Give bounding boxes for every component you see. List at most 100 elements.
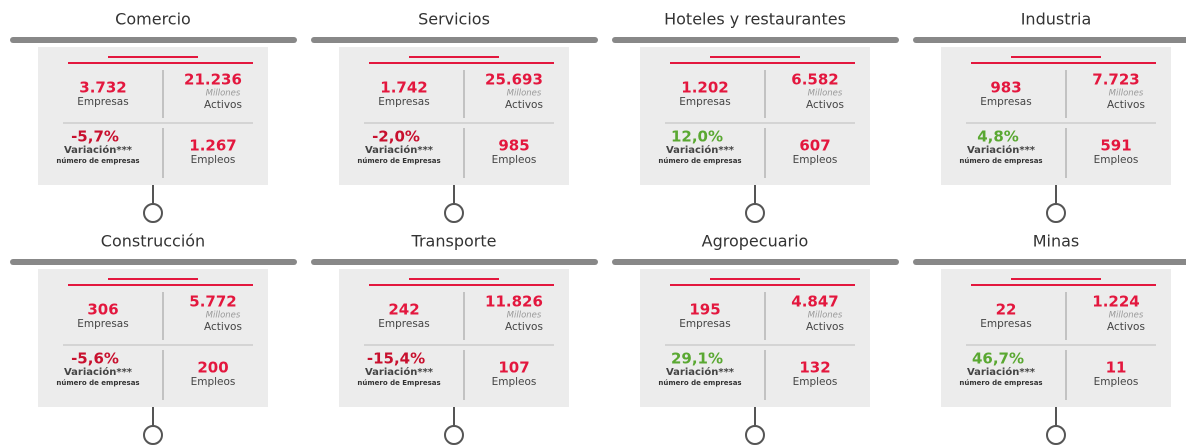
card-title: Hoteles y restaurantes <box>664 10 846 29</box>
connector-node <box>745 203 765 223</box>
card-panel <box>640 269 870 407</box>
variation-value: 4,8% <box>977 128 1019 146</box>
variation-label: Variación*** <box>64 366 133 378</box>
variation-value: -5,7% <box>71 128 119 146</box>
variation-note: número de Empresas <box>357 379 440 387</box>
millones-label: Millones <box>808 311 843 321</box>
empleos-value: 11 <box>1106 359 1127 377</box>
activos-value: 6.582 <box>791 71 838 89</box>
card-panel <box>339 269 569 407</box>
activos-label: Activos <box>505 321 543 333</box>
activos-label: Activos <box>204 321 242 333</box>
card-panel <box>38 47 268 185</box>
empleos-value: 1.267 <box>189 137 236 155</box>
connector-node <box>1046 203 1066 223</box>
activos-value: 11.826 <box>485 293 543 311</box>
card-title: Minas <box>1033 232 1080 251</box>
variation-value: -2,0% <box>372 128 420 146</box>
variation-label: Variación*** <box>666 144 735 156</box>
card-title: Servicios <box>418 10 490 29</box>
empresas-label: Empresas <box>77 318 128 330</box>
empresas-label: Empresas <box>980 318 1031 330</box>
variation-label: Variación*** <box>967 366 1036 378</box>
empresas-label: Empresas <box>679 318 730 330</box>
variation-note: número de empresas <box>658 157 741 165</box>
empleos-label: Empleos <box>191 376 236 388</box>
activos-value: 7.723 <box>1092 71 1139 89</box>
empleos-label: Empleos <box>492 154 537 166</box>
card-title: Construcción <box>101 232 205 251</box>
activos-value: 25.693 <box>485 71 543 89</box>
variation-value: 46,7% <box>972 350 1024 368</box>
variation-label: Variación*** <box>666 366 735 378</box>
variation-note: número de empresas <box>959 379 1042 387</box>
connector-node <box>143 203 163 223</box>
card-panel <box>941 269 1171 407</box>
empresas-label: Empresas <box>980 96 1031 108</box>
connector-node <box>143 425 163 445</box>
activos-label: Activos <box>505 99 543 111</box>
card-panel <box>339 47 569 185</box>
card-title: Industria <box>1021 10 1092 29</box>
activos-label: Activos <box>204 99 242 111</box>
activos-value: 1.224 <box>1092 293 1139 311</box>
activos-label: Activos <box>1107 321 1145 333</box>
variation-note: número de Empresas <box>357 157 440 165</box>
empleos-label: Empleos <box>793 154 838 166</box>
card-title: Comercio <box>115 10 191 29</box>
variation-note: número de empresas <box>56 157 139 165</box>
connector-node <box>745 425 765 445</box>
empleos-value: 107 <box>498 359 529 377</box>
millones-label: Millones <box>507 89 542 99</box>
variation-value: -15,4% <box>367 350 425 368</box>
variation-value: 12,0% <box>671 128 723 146</box>
empresas-value: 1.742 <box>380 79 427 97</box>
empresas-label: Empresas <box>679 96 730 108</box>
empleos-label: Empleos <box>191 154 236 166</box>
connector-node <box>1046 425 1066 445</box>
activos-value: 5.772 <box>189 293 236 311</box>
activos-label: Activos <box>806 99 844 111</box>
variation-label: Variación*** <box>967 144 1036 156</box>
empresas-value: 306 <box>87 301 118 319</box>
empresas-label: Empresas <box>77 96 128 108</box>
variation-note: número de empresas <box>658 379 741 387</box>
activos-label: Activos <box>806 321 844 333</box>
card-panel <box>38 269 268 407</box>
activos-value: 21.236 <box>184 71 242 89</box>
empresas-value: 22 <box>996 301 1017 319</box>
variation-value: -5,6% <box>71 350 119 368</box>
empleos-label: Empleos <box>793 376 838 388</box>
variation-note: número de empresas <box>56 379 139 387</box>
empleos-label: Empleos <box>1094 376 1139 388</box>
variation-note: número de empresas <box>959 157 1042 165</box>
empleos-label: Empleos <box>1094 154 1139 166</box>
empleos-label: Empleos <box>492 376 537 388</box>
variation-label: Variación*** <box>64 144 133 156</box>
empresas-label: Empresas <box>378 318 429 330</box>
millones-label: Millones <box>808 89 843 99</box>
variation-label: Variación*** <box>365 366 434 378</box>
millones-label: Millones <box>1109 89 1144 99</box>
empresas-label: Empresas <box>378 96 429 108</box>
empleos-value: 132 <box>799 359 830 377</box>
empresas-value: 195 <box>689 301 720 319</box>
activos-label: Activos <box>1107 99 1145 111</box>
card-title: Agropecuario <box>702 232 809 251</box>
card-panel <box>640 47 870 185</box>
millones-label: Millones <box>206 89 241 99</box>
empresas-value: 3.732 <box>79 79 126 97</box>
connector-node <box>444 203 464 223</box>
variation-value: 29,1% <box>671 350 723 368</box>
empresas-value: 983 <box>990 79 1021 97</box>
card-panel <box>941 47 1171 185</box>
